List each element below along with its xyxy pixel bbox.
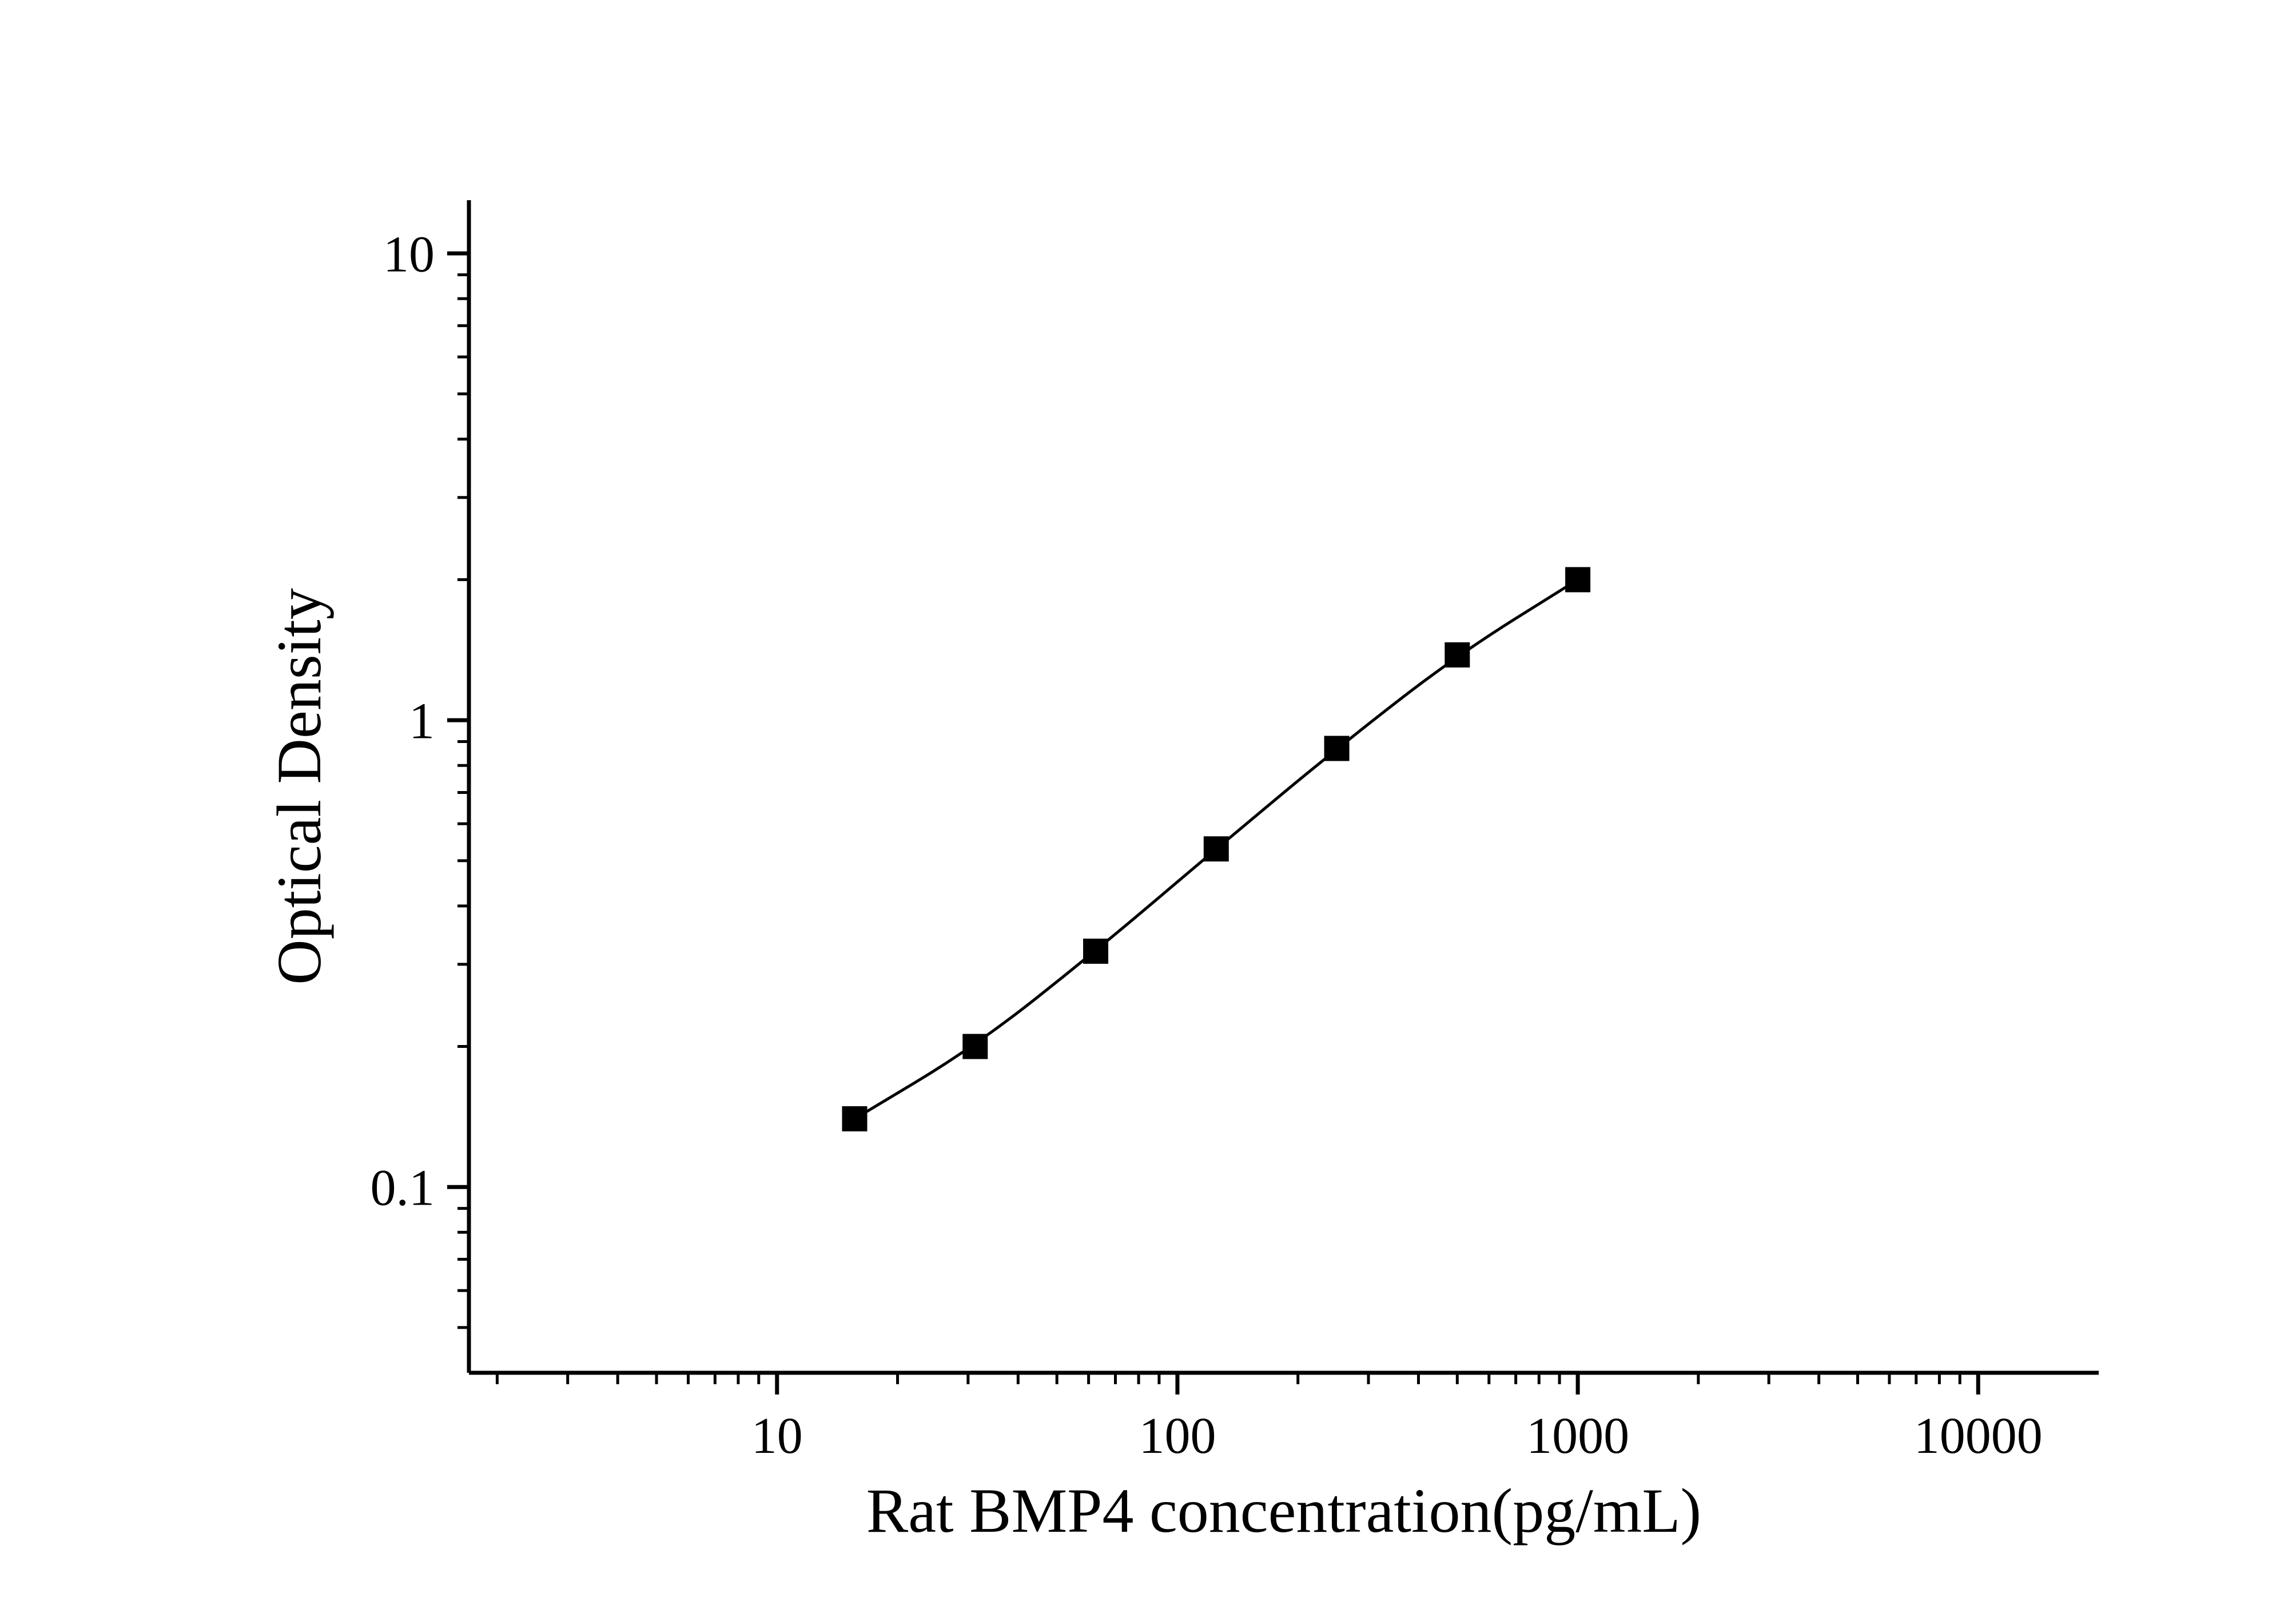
data-marker xyxy=(1324,736,1350,761)
data-marker xyxy=(962,1034,988,1059)
chart-svg: 10 100 1000 10000 0.1 1 10 Rat BMP4 concentrati… xyxy=(0,0,2296,1605)
y-axis-label: Optical Density xyxy=(264,588,334,984)
data-marker xyxy=(842,1106,868,1131)
x-tick-label: 1000 xyxy=(1526,1408,1629,1464)
data-marker xyxy=(1565,567,1590,592)
x-tick-label: 100 xyxy=(1139,1408,1216,1464)
x-tick-label: 10 xyxy=(751,1408,803,1464)
chart-bg xyxy=(0,0,2296,1605)
x-axis-label: Rat BMP4 concentration(pg/mL) xyxy=(866,1476,1701,1546)
chart-container: 10 100 1000 10000 0.1 1 10 Rat BMP4 concentrati… xyxy=(0,0,2296,1605)
data-marker xyxy=(1083,939,1108,964)
data-marker xyxy=(1445,642,1470,668)
x-tick-label: 10000 xyxy=(1914,1408,2043,1464)
data-marker xyxy=(1204,836,1229,861)
y-tick-label: 0.1 xyxy=(371,1160,435,1217)
y-tick-label: 1 xyxy=(409,693,435,750)
y-tick-label: 10 xyxy=(383,226,435,283)
